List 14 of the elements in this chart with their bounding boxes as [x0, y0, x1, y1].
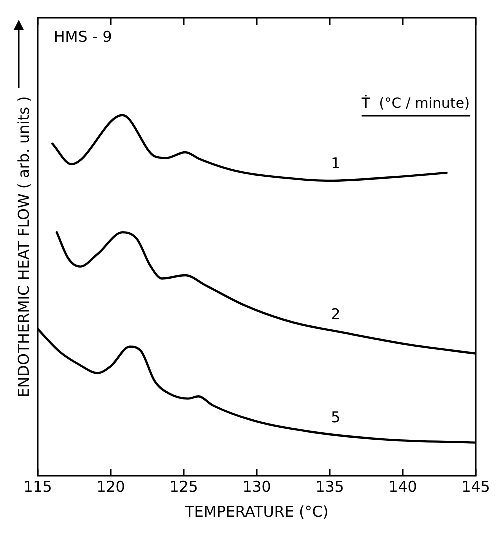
x-tick-label: 130 [242, 478, 272, 496]
x-tick-label: 115 [24, 478, 52, 496]
y-axis-title: ENDOTHERMIC HEAT FLOW ( arb. units ) [14, 96, 33, 398]
series-label: 5 [331, 408, 341, 427]
x-tick-label: 125 [170, 478, 198, 496]
x-tick-label: 120 [96, 478, 126, 496]
x-axis-title: TEMPERATURE (°C) [184, 502, 329, 521]
series-label: 1 [331, 154, 341, 173]
legend-title: Ṫ (°C / minute) [360, 95, 470, 112]
x-tick-label: 145 [462, 478, 490, 496]
series-label: 2 [331, 305, 341, 324]
text: HMS - 9 [54, 28, 112, 46]
x-tick-label: 140 [388, 478, 418, 496]
x-tick-label: 135 [316, 478, 344, 496]
